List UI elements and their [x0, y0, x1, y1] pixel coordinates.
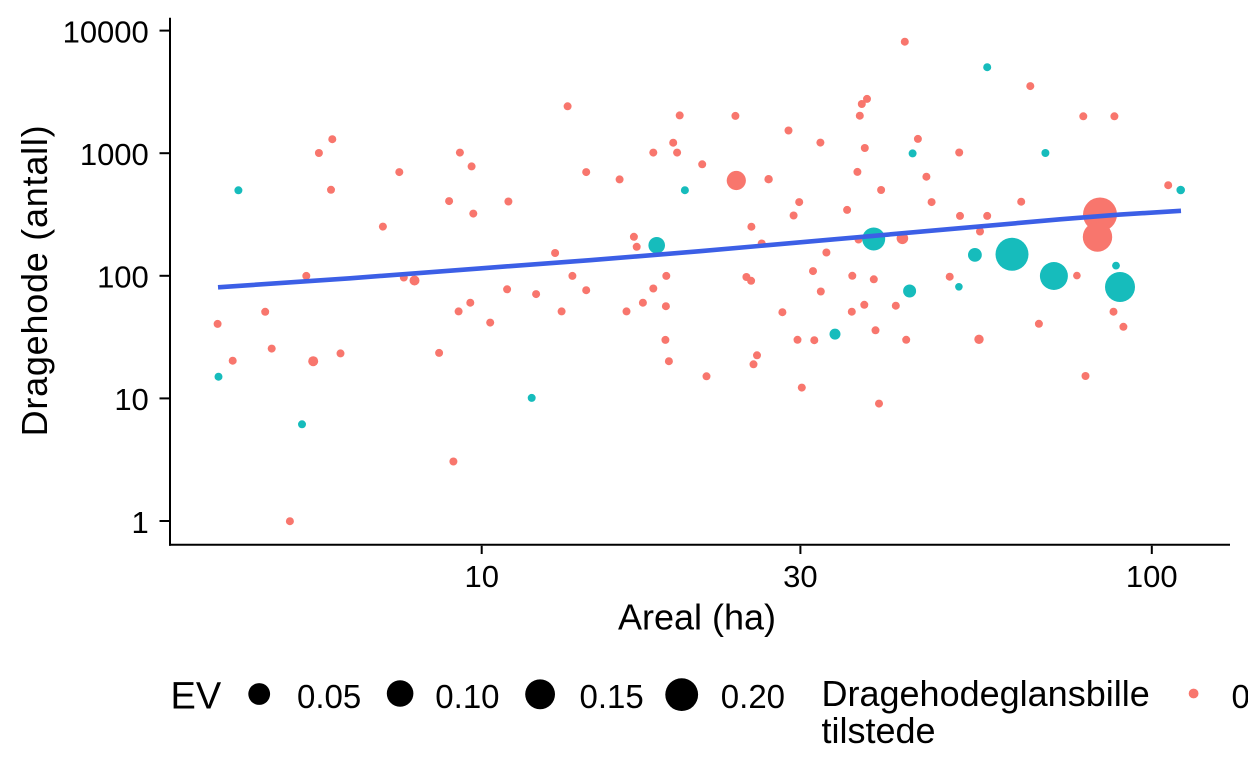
svg-text:tilstede: tilstede	[822, 710, 936, 751]
svg-text:30: 30	[783, 559, 817, 594]
svg-text:0.05: 0.05	[297, 678, 361, 715]
svg-text:10: 10	[114, 382, 148, 417]
svg-text:0.15: 0.15	[580, 678, 644, 715]
svg-text:10000: 10000	[63, 14, 149, 49]
svg-text:EV: EV	[171, 676, 222, 718]
svg-text:100: 100	[1126, 559, 1178, 594]
svg-text:100: 100	[97, 260, 149, 295]
svg-text:Areal (ha): Areal (ha)	[618, 596, 776, 637]
svg-text:1: 1	[132, 505, 149, 540]
svg-text:Dragehode (antall): Dragehode (antall)	[14, 125, 55, 437]
svg-text:0.10: 0.10	[435, 678, 499, 715]
svg-text:0: 0	[1232, 678, 1248, 715]
svg-text:10: 10	[464, 559, 498, 594]
svg-text:Dragehodeglansbille: Dragehodeglansbille	[822, 673, 1150, 714]
svg-text:0.20: 0.20	[721, 678, 785, 715]
svg-text:1000: 1000	[80, 137, 149, 172]
